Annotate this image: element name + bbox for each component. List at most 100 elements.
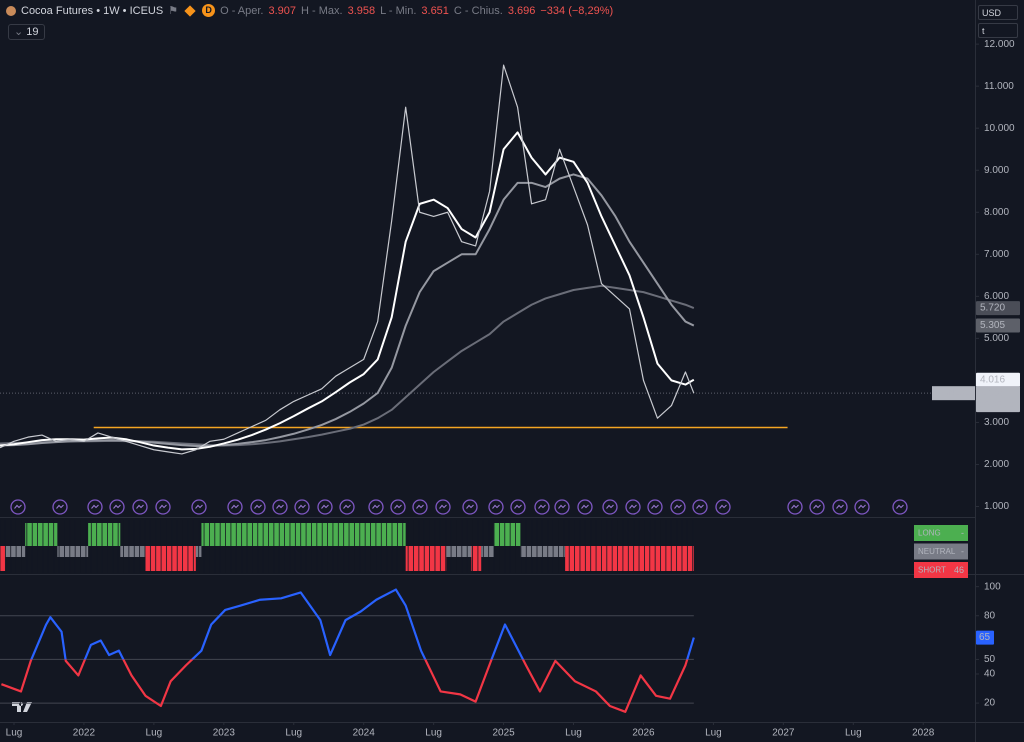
event-icon-arrow [416, 504, 424, 509]
unit-select[interactable]: t [978, 23, 1018, 38]
event-icon [87, 499, 103, 515]
x-tick-label: 2024 [353, 728, 376, 739]
event-icon-arrow [719, 504, 727, 509]
x-tick-label: Lug [146, 728, 163, 739]
event-icon-arrow [651, 504, 659, 509]
regime-bar [0, 546, 6, 571]
event-icon-arrow [254, 504, 262, 509]
x-tick-label: 2027 [772, 728, 795, 739]
symbol-tag-label: CCN2026 [935, 388, 975, 398]
event-icon-arrow [159, 504, 167, 509]
event-icon [510, 499, 526, 515]
event-icon-arrow [836, 504, 844, 509]
regime-bar [481, 546, 494, 557]
regime-bar [120, 546, 146, 557]
event-icon-arrow [858, 504, 866, 509]
event-icon-arrow [56, 504, 64, 509]
event-icon [317, 499, 333, 515]
regime-legend-box [914, 543, 968, 560]
event-icon [250, 499, 266, 515]
event-icon-arrow [674, 504, 682, 509]
regime-legend-count: - [961, 546, 964, 556]
regime-legend-label: LONG [918, 529, 941, 538]
event-icon [52, 499, 68, 515]
flag-icon: ⚑ [168, 5, 179, 17]
event-icon [625, 499, 641, 515]
event-icon-arrow [136, 504, 144, 509]
y-tick-label: 40 [984, 669, 996, 680]
change: −334 (−8,29%) [540, 4, 614, 17]
currency-select[interactable]: USD [978, 5, 1018, 20]
event-icon-arrow [629, 504, 637, 509]
regime-bar [493, 523, 521, 546]
event-icon [892, 499, 908, 515]
event-icon [155, 499, 171, 515]
event-icon [554, 499, 570, 515]
price-tag-label: 5.720 [980, 303, 1005, 314]
x-tick-label: Lug [425, 728, 442, 739]
event-icon-arrow [813, 504, 821, 509]
y-tick-label: 2.000 [984, 459, 1009, 470]
event-icon [132, 499, 148, 515]
event-icon [577, 499, 593, 515]
event-icon-arrow [439, 504, 447, 509]
event-icon [109, 499, 125, 515]
price-tag [976, 301, 1020, 316]
y-tick-label: 9.000 [984, 165, 1009, 176]
regime-bar [201, 523, 406, 546]
y-tick-label: 11.000 [984, 81, 1014, 92]
event-icon-arrow [394, 504, 402, 509]
regime-bar [565, 546, 694, 571]
x-tick-label: 2022 [73, 728, 96, 739]
regime-legend-count: 46 [954, 565, 964, 575]
x-tick-label: 2028 [912, 728, 935, 739]
price-tag-label: 5.305 [980, 320, 1005, 331]
regime-bar [405, 546, 447, 571]
y-tick-label: 80 [984, 610, 996, 621]
event-icon [368, 499, 384, 515]
event-icon [854, 499, 870, 515]
event-icon-arrow [581, 504, 589, 509]
event-icon-arrow [321, 504, 329, 509]
price-tag [976, 386, 1020, 413]
event-icon-arrow [91, 504, 99, 509]
event-icon-arrow [538, 504, 546, 509]
legend-header: Cocoa Futures • 1W • ICEUS ⚑ D O - Aper.… [6, 4, 613, 17]
event-icon-arrow [896, 504, 904, 509]
x-tick-label: Lug [285, 728, 302, 739]
ohlc-value: 3.907 [268, 4, 297, 17]
event-icon-arrow [113, 504, 121, 509]
y-tick-label: 7.000 [984, 249, 1009, 260]
event-icon [10, 499, 26, 515]
logo [12, 702, 32, 712]
event-icon [435, 499, 451, 515]
event-icon-arrow [606, 504, 614, 509]
y-tick-label: 50 [984, 654, 996, 665]
event-icon-arrow [276, 504, 284, 509]
value-tag-label: 65 [979, 632, 991, 643]
ohlc-value: 3.696 [507, 4, 536, 17]
indicator-toggle[interactable]: ⌄ 19 [8, 24, 45, 40]
event-icon-arrow [298, 504, 306, 509]
event-icon [462, 499, 478, 515]
event-icon-arrow [466, 504, 474, 509]
event-icon [339, 499, 355, 515]
x-tick-label: Lug [705, 728, 722, 739]
x-tick-label: Lug [6, 728, 23, 739]
y-tick-label: 100 [984, 581, 1001, 592]
event-icon [787, 499, 803, 515]
event-icon [534, 499, 550, 515]
unit: t [982, 26, 985, 36]
event-icon [809, 499, 825, 515]
regime-bar [25, 523, 58, 546]
event-icon [272, 499, 288, 515]
badge: D [202, 4, 216, 17]
event-icon-arrow [514, 504, 522, 509]
event-icon [670, 499, 686, 515]
countdown: 05:05:10 [979, 400, 1014, 410]
symbol-icon [6, 5, 16, 16]
regime-legend-label: NEUTRAL [918, 547, 956, 556]
price-line [0, 64, 695, 455]
